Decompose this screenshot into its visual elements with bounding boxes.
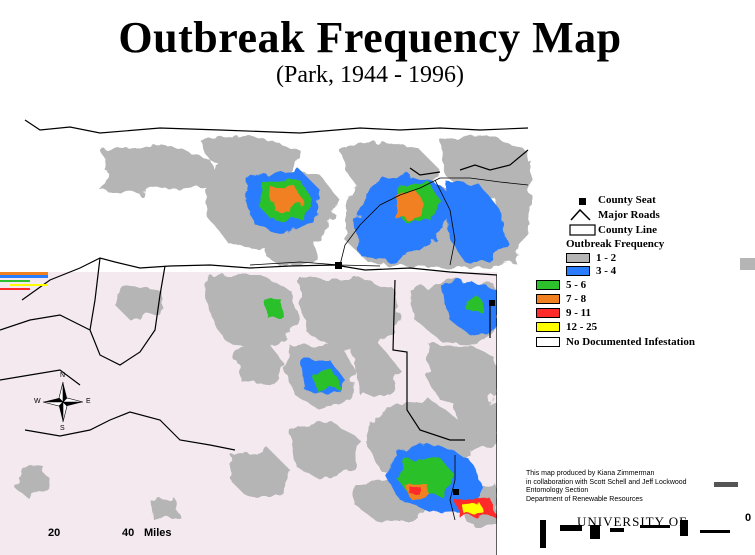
swatch-9-11 (536, 308, 560, 318)
county-line-symbol (569, 224, 596, 236)
legend-heading-label: Outbreak Frequency (566, 238, 665, 250)
scale-unit: Miles (144, 527, 172, 539)
institution-name: UNIVERSITY OF (577, 514, 688, 529)
frequency-12-25-areas (462, 503, 484, 515)
swatch-3-4 (566, 266, 590, 276)
swatch-12-25 (536, 322, 560, 332)
south-label: S (60, 425, 65, 432)
scale-label-0: 0 (745, 512, 752, 524)
major-roads (249, 177, 529, 521)
major-roads-symbol (570, 208, 591, 221)
north-label: N (60, 372, 66, 379)
legend-class-7-8: 7 - 8 (536, 292, 586, 306)
map-title: Outbreak Frequency Map (118, 13, 622, 62)
legend-heading: Outbreak Frequency (566, 237, 664, 251)
map-subtitle: (Park, 1944 - 1996) (276, 62, 464, 88)
legend-county-line: County Line (598, 223, 657, 237)
legend-class-label: 7 - 8 (566, 293, 587, 305)
county-seat-symbol (579, 198, 586, 205)
scale-label-20: 20 (48, 527, 61, 539)
credit-line: This map produced by Kiana Zimmerman (526, 470, 655, 477)
legend-symbols (569, 198, 596, 236)
legend-class-9-11: 9 - 11 (536, 306, 591, 320)
legend-class-5-6: 5 - 6 (536, 278, 586, 292)
legend-county-seat-label: County Seat (598, 194, 656, 206)
legend-class-1-2: 1 - 2 (566, 251, 616, 265)
legend-class-label: 3 - 4 (596, 265, 617, 277)
scale-label-40: 40 (122, 527, 135, 539)
swatch-5-6 (536, 280, 560, 290)
swatch-none (536, 337, 560, 347)
north-arrow (42, 381, 84, 423)
county-lines (0, 119, 529, 555)
legend-class-label: No Documented Infestation (566, 336, 695, 348)
legend-class-label: 1 - 2 (596, 252, 617, 264)
legend-class-none: No Documented Infestation (536, 335, 695, 349)
legend-county-line-label: County Line (598, 224, 657, 236)
legend-county-seat: County Seat (598, 193, 656, 207)
legend-major-roads: Major Roads (598, 208, 660, 222)
legend-class-3-4: 3 - 4 (566, 264, 616, 278)
legend-class-label: 9 - 11 (566, 307, 592, 319)
edge-artifacts (0, 258, 755, 290)
credit-line: Entomology Section (526, 487, 589, 494)
legend-class-label: 12 - 25 (566, 321, 598, 333)
credit-line: Department of Renewable Resources (526, 495, 643, 503)
legend-class-label: 5 - 6 (566, 279, 587, 291)
swatch-1-2 (566, 253, 590, 263)
west-label: W (34, 398, 41, 405)
legend-background (497, 272, 755, 555)
county-seats (335, 262, 495, 495)
credit-line: in collaboration with Scott Schell and J… (526, 478, 687, 486)
east-label: E (86, 398, 91, 405)
university-logo-strip (540, 482, 738, 548)
map-credits: This map produced by Kiana Zimmerman in … (526, 470, 736, 504)
legend-major-roads-label: Major Roads (598, 209, 660, 221)
swatch-7-8 (536, 294, 560, 304)
legend-class-12-25: 12 - 25 (536, 320, 597, 334)
